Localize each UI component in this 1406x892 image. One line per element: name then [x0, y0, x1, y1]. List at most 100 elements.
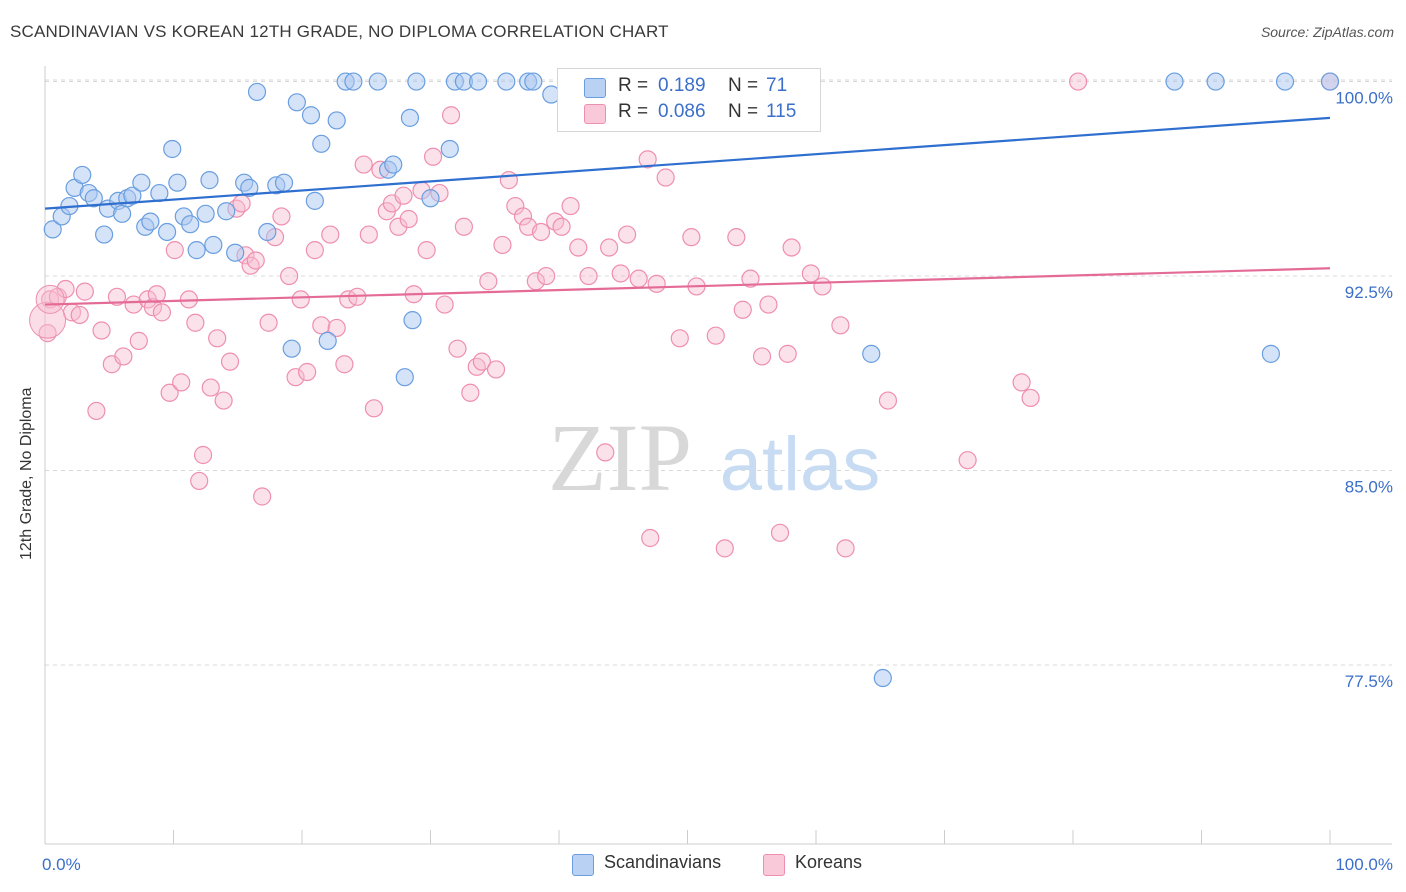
korean-point: [172, 373, 191, 392]
legend-r-label: R =: [618, 75, 649, 96]
korean-point: [160, 383, 179, 402]
korean-point: [656, 168, 675, 187]
scandinavians-legend-swatch: [572, 854, 594, 876]
korean-point: [298, 362, 317, 382]
scandinavian-point: [181, 215, 200, 234]
scandinavian-point: [217, 202, 236, 221]
korean-point: [813, 277, 832, 296]
korean-point: [92, 321, 111, 340]
korean-point: [752, 347, 772, 366]
korean-point: [246, 251, 265, 270]
korean-point: [441, 106, 461, 125]
korean-point: [272, 207, 291, 226]
legend-r-label: R =: [618, 101, 649, 122]
korean-point: [448, 339, 467, 358]
korean-point: [618, 225, 637, 244]
korean-point: [335, 355, 354, 374]
korean-point: [531, 222, 551, 242]
korean-point: [186, 313, 205, 332]
legend-row-scandinavians: R = 0.189 N = 71: [558, 75, 820, 101]
scandinavian-point: [1261, 344, 1280, 363]
korean-point: [193, 445, 213, 465]
korean-point: [129, 331, 148, 350]
legend-n-value: 71: [766, 75, 788, 96]
korean-point: [569, 238, 588, 257]
scandinavian-point: [95, 225, 114, 244]
korean-point: [670, 329, 689, 348]
scandinavian-point: [157, 222, 177, 242]
korean-point: [770, 523, 790, 542]
axes: [44, 66, 1392, 845]
korean-point: [706, 326, 725, 345]
korean-point: [878, 391, 898, 410]
korean-point: [399, 209, 418, 229]
scandinavian-point: [240, 178, 259, 197]
korean-point: [305, 241, 324, 260]
scandinavian-point: [1206, 72, 1225, 91]
scandinavian-point: [163, 139, 182, 159]
korean-point: [499, 171, 518, 190]
scandinavian-point: [84, 189, 103, 208]
scandinavian-point: [274, 173, 294, 192]
korean-point: [208, 329, 227, 348]
korean-point: [727, 228, 746, 247]
korean-point: [472, 352, 491, 371]
scandinavian-point: [150, 183, 169, 203]
korean-point: [831, 316, 850, 335]
korean-point: [778, 344, 797, 363]
legend-r-value: 0.189: [658, 75, 706, 96]
korean-point: [782, 238, 801, 257]
scandinavian-point: [468, 72, 488, 91]
korean-point: [253, 487, 272, 506]
korean-point: [454, 217, 474, 236]
korean-point: [596, 443, 615, 462]
korean-point: [552, 217, 571, 236]
scandinavian-point: [1320, 72, 1340, 91]
source-label: Source: ZipAtlas.com: [1260, 24, 1394, 40]
scandinavian-point: [368, 72, 387, 91]
scandinavian-point: [141, 212, 160, 231]
korean-point: [259, 313, 278, 332]
x-tick-label-max: 100.0%: [1335, 855, 1393, 874]
scandinavian-point: [1165, 72, 1184, 91]
legend-n-label: N =: [728, 75, 759, 96]
scandinavian-points: [43, 72, 1340, 688]
korean-point: [114, 347, 133, 366]
korean-point: [579, 266, 598, 286]
scandinavian-point: [301, 106, 321, 125]
y-tick-label: 85.0%: [1345, 478, 1393, 497]
korean-point: [232, 194, 251, 213]
korean-point: [1069, 72, 1088, 91]
korean-point: [417, 241, 436, 260]
scandinavian-point: [344, 72, 363, 91]
scandinavian-point: [187, 241, 206, 260]
scandinavian-point: [226, 243, 245, 262]
korean-point: [493, 235, 512, 255]
legend-r-value: 0.086: [658, 101, 706, 122]
korean-point: [87, 401, 106, 421]
chart-title: SCANDINAVIAN VS KOREAN 12TH GRADE, NO DI…: [10, 22, 669, 41]
korean-point: [107, 287, 127, 306]
scandinavian-point: [862, 344, 881, 363]
korean-point: [354, 155, 373, 174]
scandinavian-point: [123, 186, 142, 205]
korean-point: [733, 300, 752, 319]
korean-point: [641, 528, 660, 548]
korean-point: [647, 274, 666, 293]
scandinavian-point: [258, 222, 277, 242]
scandinavians-swatch: [584, 78, 606, 98]
korean-point: [214, 391, 233, 410]
y-tick-label: 100.0%: [1335, 89, 1393, 108]
korean-point: [291, 290, 310, 309]
scandinavian-point: [327, 111, 346, 130]
scandinavian-point: [400, 108, 420, 127]
scandinavian-point: [112, 204, 132, 223]
trend-lines: [44, 116, 1331, 306]
korean-point: [561, 196, 580, 216]
korean-point: [513, 207, 533, 226]
korean-point: [359, 225, 378, 244]
y-axis-label: 12th Grade, No Diploma: [18, 387, 35, 560]
y-tick-label: 77.5%: [1345, 672, 1393, 691]
scandinavian-point: [200, 171, 219, 190]
